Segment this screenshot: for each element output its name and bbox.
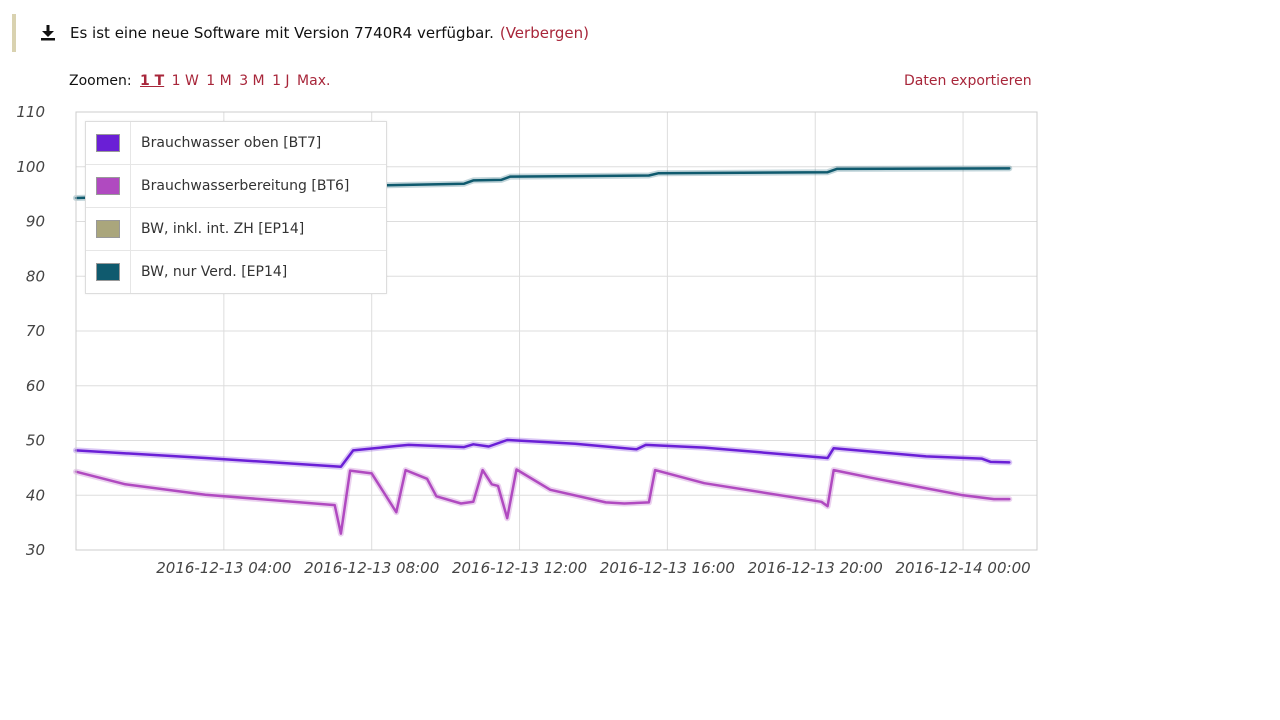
zoom-label: Zoomen:: [69, 73, 132, 89]
zoom-1-week[interactable]: 1 W: [171, 73, 199, 89]
y-tick-label: 40: [26, 486, 45, 504]
download-icon: [40, 24, 56, 42]
zoom-1-day[interactable]: 1 T: [140, 73, 165, 89]
series-line-shadow-1: [73, 466, 1013, 537]
plot-area-frame: [75, 111, 1038, 551]
legend-item-bt6[interactable]: Brauchwasserbereitung [BT6]: [86, 165, 386, 208]
x-tick-label: 2016-12-13 08:00: [304, 559, 439, 577]
export-data-link[interactable]: Daten exportieren: [904, 73, 1032, 89]
legend-swatch-bt6: [96, 177, 120, 195]
legend-item-ep14-zh[interactable]: BW, inkl. int. ZH [EP14]: [86, 208, 386, 251]
hide-notice-link[interactable]: (Verbergen): [499, 24, 589, 42]
y-tick-label: 50: [26, 432, 45, 450]
update-message: Es ist eine neue Software mit Version 77…: [70, 24, 494, 42]
legend-item-ep14-verd[interactable]: BW, nur Verd. [EP14]: [86, 251, 386, 293]
y-tick-label: 70: [26, 322, 45, 340]
y-tick-label: 110: [16, 103, 45, 121]
series-line-0: [74, 438, 1011, 469]
x-tick-label: 2016-12-13 12:00: [452, 559, 587, 577]
legend-label-bt6: Brauchwasserbereitung [BT6]: [141, 178, 350, 194]
zoom-1-month[interactable]: 1 M: [206, 73, 232, 89]
legend-swatch-ep14-verd: [96, 263, 120, 281]
y-tick-label: 80: [26, 267, 45, 285]
series-line-1: [74, 468, 1011, 535]
y-tick-label: 30: [26, 541, 45, 559]
x-axis-ticks: 2016-12-13 04:00 2016-12-13 08:00 2016-12-…: [156, 559, 1030, 577]
y-tick-label: 90: [26, 213, 45, 231]
x-tick-label: 2016-12-13 16:00: [600, 559, 735, 577]
y-tick-label: 60: [26, 377, 45, 395]
zoom-1-year[interactable]: 1 J: [272, 73, 290, 89]
series-line-shadow-0: [73, 437, 1013, 470]
x-tick-label: 2016-12-13 20:00: [748, 559, 883, 577]
zoom-3-months[interactable]: 3 M: [239, 73, 265, 89]
y-tick-label: 100: [16, 158, 45, 176]
chart-legend: Brauchwasser oben [BT7] Brauchwasserbere…: [85, 121, 387, 294]
legend-label-ep14-zh: BW, inkl. int. ZH [EP14]: [141, 221, 305, 237]
legend-label-bt7: Brauchwasser oben [BT7]: [141, 135, 322, 151]
legend-swatch-bt7: [96, 134, 120, 152]
zoom-bar: Zoomen: 1 T 1 W 1 M 3 M 1 J Max.: [69, 73, 333, 89]
zoom-max[interactable]: Max.: [297, 73, 331, 89]
legend-label-ep14-verd: BW, nur Verd. [EP14]: [141, 264, 288, 280]
legend-swatch-ep14-zh: [96, 220, 120, 238]
update-notice: Es ist eine neue Software mit Version 77…: [12, 14, 716, 52]
x-tick-label: 2016-12-14 00:00: [895, 559, 1030, 577]
legend-item-bt7[interactable]: Brauchwasser oben [BT7]: [86, 122, 386, 165]
x-tick-label: 2016-12-13 04:00: [156, 559, 291, 577]
y-axis-ticks: 30 40 50 60 70 80 90 100 110: [16, 103, 45, 559]
